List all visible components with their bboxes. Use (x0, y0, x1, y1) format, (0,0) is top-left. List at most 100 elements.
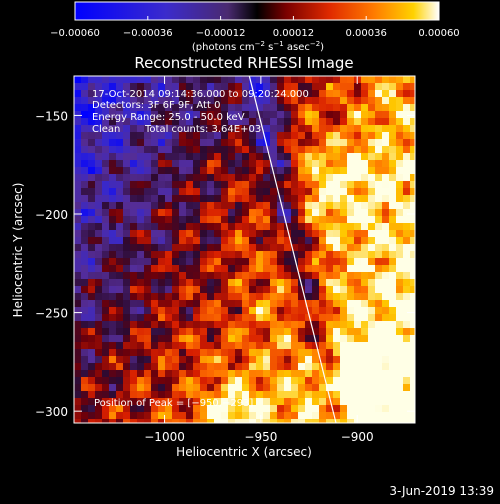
heatmap-pixel (403, 216, 411, 224)
heatmap-pixel (312, 237, 320, 245)
heatmap-pixel (130, 265, 138, 273)
heatmap-pixel (228, 167, 236, 175)
heatmap-pixel (403, 279, 411, 287)
heatmap-pixel (249, 293, 257, 301)
heatmap-pixel (242, 174, 250, 182)
heatmap-pixel (214, 139, 222, 147)
heatmap-pixel (256, 90, 264, 98)
heatmap-pixel (88, 419, 96, 423)
heatmap-pixel (361, 363, 369, 371)
heatmap-pixel (130, 111, 138, 119)
heatmap-pixel (284, 118, 292, 126)
heatmap-pixel (235, 286, 243, 294)
heatmap-pixel (207, 76, 215, 84)
heatmap-pixel (165, 279, 173, 287)
heatmap-pixel (207, 188, 215, 196)
heatmap-pixel (81, 160, 89, 168)
heatmap-pixel (375, 174, 383, 182)
heatmap-pixel (74, 335, 82, 343)
heatmap-pixel (277, 356, 285, 364)
heatmap-pixel (186, 377, 194, 385)
heatmap-pixel (389, 76, 397, 84)
heatmap-pixel (109, 391, 117, 399)
heatmap-pixel (158, 139, 166, 147)
heatmap-pixel (116, 307, 124, 315)
heatmap-pixel (123, 377, 131, 385)
heatmap-pixel (347, 230, 355, 238)
heatmap-pixel (165, 90, 173, 98)
heatmap-pixel (263, 244, 271, 252)
heatmap-pixel (88, 153, 96, 161)
heatmap-pixel (235, 76, 243, 84)
heatmap-pixel (305, 83, 313, 91)
heatmap-pixel (354, 153, 362, 161)
heatmap-pixel (200, 370, 208, 378)
heatmap-pixel (319, 356, 327, 364)
heatmap-pixel (284, 237, 292, 245)
heatmap-pixel (137, 307, 145, 315)
heatmap-pixel (123, 195, 131, 203)
heatmap-pixel (256, 153, 264, 161)
heatmap-pixel (242, 356, 250, 364)
heatmap-pixel (228, 335, 236, 343)
heatmap-pixel (109, 139, 117, 147)
heatmap-pixel (179, 153, 187, 161)
heatmap-pixel (389, 314, 397, 322)
heatmap-pixel (221, 279, 229, 287)
heatmap-pixel (214, 76, 222, 84)
heatmap-pixel (277, 83, 285, 91)
heatmap-pixel (165, 293, 173, 301)
heatmap-pixel (186, 293, 194, 301)
heatmap-pixel (410, 83, 415, 91)
heatmap-pixel (333, 300, 341, 308)
heatmap-pixel (179, 202, 187, 210)
heatmap-pixel (270, 251, 278, 259)
heatmap-pixel (151, 132, 159, 140)
heatmap-pixel (193, 209, 201, 217)
heatmap-pixel (74, 356, 82, 364)
heatmap-pixel (333, 307, 341, 315)
heatmap-pixel (382, 209, 390, 217)
heatmap-pixel (326, 349, 334, 357)
heatmap-pixel (263, 258, 271, 266)
heatmap-pixel (256, 328, 264, 336)
heatmap-pixel (158, 76, 166, 84)
heatmap-pixel (95, 223, 103, 231)
heatmap-pixel (284, 265, 292, 273)
heatmap-pixel (277, 195, 285, 203)
heatmap-pixel (305, 167, 313, 175)
heatmap-pixel (165, 97, 173, 105)
heatmap-pixel (186, 314, 194, 322)
heatmap-pixel (284, 384, 292, 392)
heatmap-pixel (333, 230, 341, 238)
heatmap-pixel (375, 391, 383, 399)
heatmap-pixel (340, 321, 348, 329)
heatmap-pixel (193, 391, 201, 399)
heatmap-pixel (95, 300, 103, 308)
heatmap-pixel (214, 216, 222, 224)
heatmap-pixel (389, 265, 397, 273)
heatmap-pixel (256, 160, 264, 168)
heatmap-pixel (158, 391, 166, 399)
heatmap-pixel (221, 76, 229, 84)
heatmap-pixel (291, 419, 299, 423)
heatmap-pixel (144, 160, 152, 168)
heatmap-pixel (186, 181, 194, 189)
heatmap-pixel (263, 230, 271, 238)
heatmap-pixel (207, 118, 215, 126)
heatmap-pixel (284, 398, 292, 406)
heatmap-pixel (228, 251, 236, 259)
heatmap-pixel (382, 335, 390, 343)
heatmap-pixel (193, 335, 201, 343)
heatmap-pixel (375, 181, 383, 189)
heatmap-pixel (74, 265, 82, 273)
heatmap-pixel (200, 398, 208, 406)
heatmap-pixel (130, 328, 138, 336)
heatmap-pixel (382, 223, 390, 231)
heatmap-pixel (74, 181, 82, 189)
heatmap-pixel (137, 139, 145, 147)
heatmap-pixel (200, 195, 208, 203)
heatmap-pixel (214, 377, 222, 385)
heatmap-pixel (410, 412, 415, 420)
heatmap-pixel (291, 335, 299, 343)
